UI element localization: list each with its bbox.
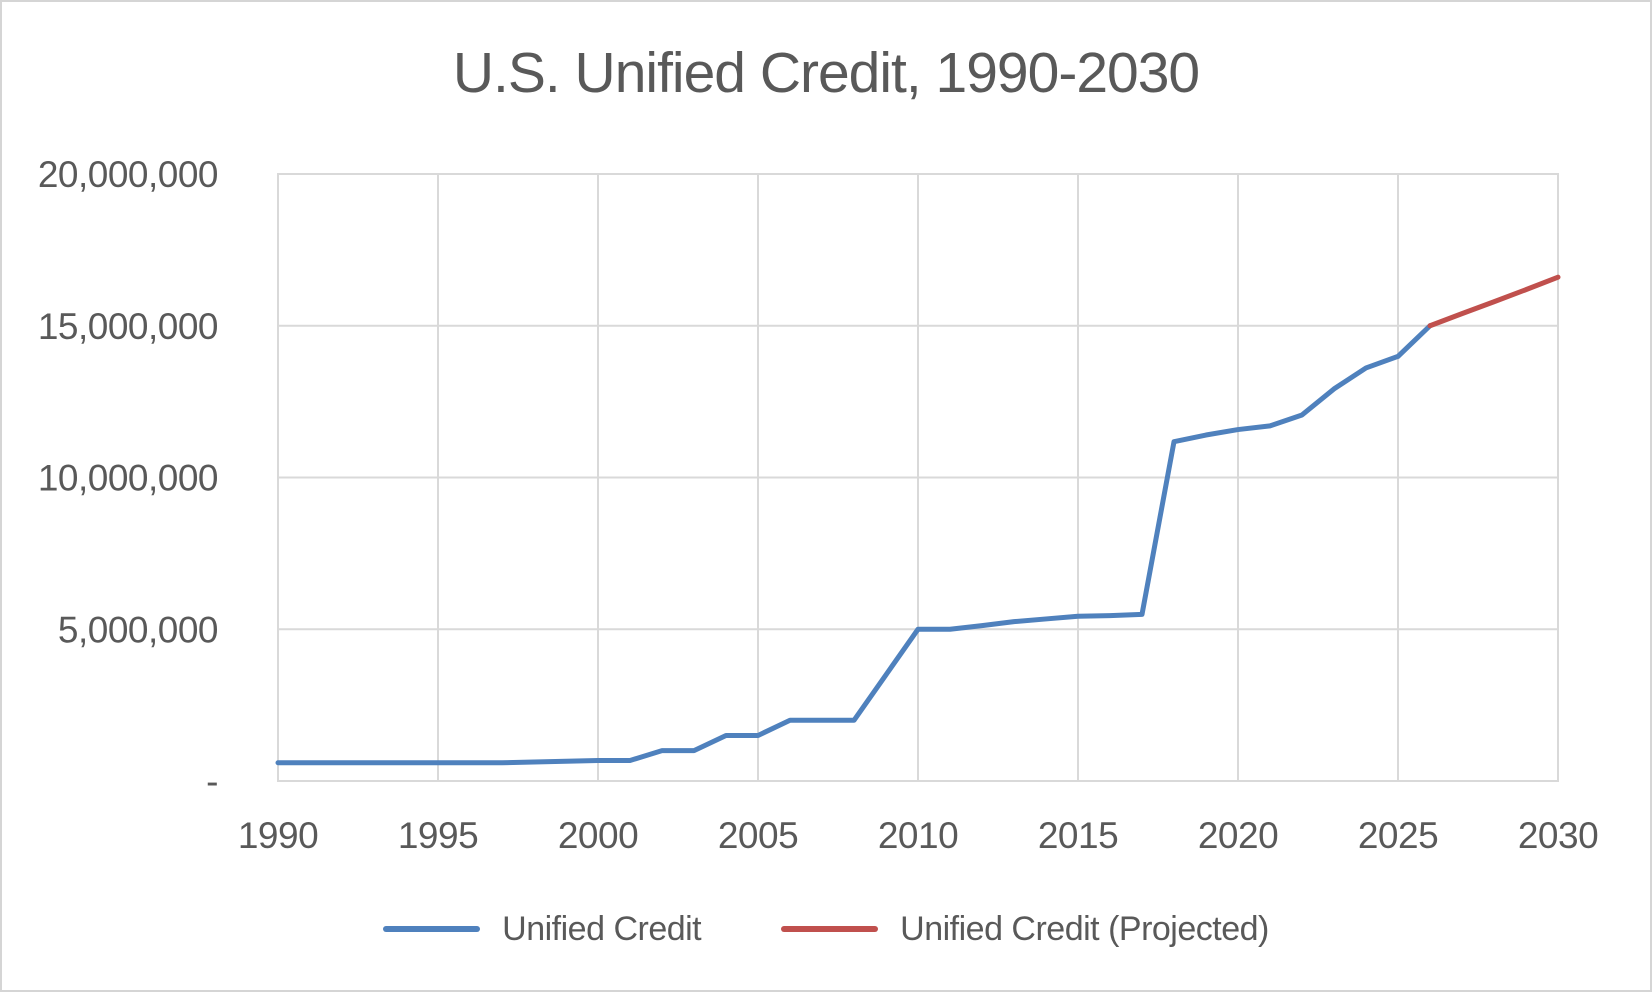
y-tick-label: 5,000,000	[58, 609, 218, 650]
x-tick-label: 2015	[1038, 815, 1118, 856]
x-tick-label: 2025	[1358, 815, 1438, 856]
series-line-unified-credit-projected	[1427, 274, 1561, 329]
legend-swatch-unified-credit-projected	[781, 926, 879, 932]
x-tick-label: 2010	[878, 815, 958, 856]
legend-label: Unified Credit (Projected)	[900, 909, 1269, 948]
x-tick-label: 2030	[1518, 815, 1598, 856]
legend-item-unified-credit-projected: Unified Credit (Projected)	[781, 910, 1269, 949]
x-tick-label: 2005	[718, 815, 798, 856]
chart-title: U.S. Unified Credit, 1990-2030	[452, 41, 1200, 105]
y-tick-label: -	[206, 761, 218, 802]
y-tick-label: 10,000,000	[38, 458, 218, 499]
y-tick-label: 15,000,000	[38, 306, 218, 347]
legend-label: Unified Credit	[502, 909, 702, 948]
x-tick-label: 2000	[558, 815, 638, 856]
x-tick-label: 1990	[238, 815, 318, 856]
legend-item-unified-credit: Unified Credit	[383, 909, 702, 949]
plot-border	[277, 173, 1559, 782]
x-tick-label: 2020	[1198, 815, 1278, 856]
series-line-unified-credit	[275, 323, 1433, 766]
x-tick-label: 1995	[398, 815, 478, 856]
legend-swatch-unified-credit	[383, 926, 481, 932]
chart-legend: Unified Credit Unified Credit (Projected)	[2, 898, 1650, 960]
y-tick-label: 20,000,000	[38, 154, 218, 195]
